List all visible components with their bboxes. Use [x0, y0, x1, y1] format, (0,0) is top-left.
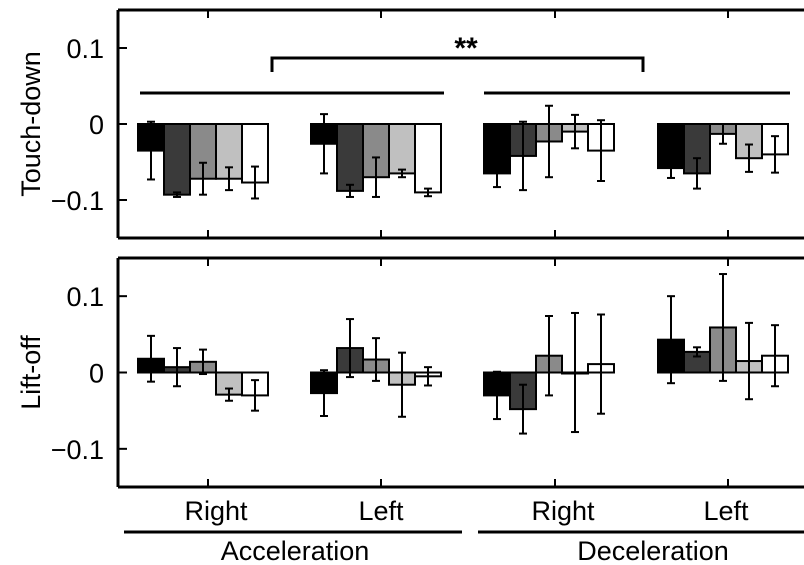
significance-bracket — [270, 56, 645, 72]
y-tick-label: 0.1 — [66, 282, 104, 312]
y-tick-label: 0 — [89, 110, 104, 140]
panels-layer: −0.1 0 0.1 Touch-down ** −0.1 0 0.1 Lift-off — [16, 8, 804, 489]
bar — [388, 123, 416, 175]
y-axis-label: Lift-off — [16, 335, 46, 410]
bar — [414, 123, 442, 194]
bar — [336, 123, 364, 192]
category-label-4: Left — [703, 496, 749, 526]
y-tick-label: −0.1 — [51, 186, 104, 216]
group-label-acceleration: Acceleration — [221, 536, 370, 565]
y-tick-label: −0.1 — [51, 435, 104, 465]
group-label-deceleration: Deceleration — [577, 536, 729, 565]
panel-2: −0.1 0 0.1 Lift-off — [16, 256, 804, 489]
y-tick-label: 0.1 — [66, 34, 104, 64]
group-axis: Right Left Right Left Acceleration Decel… — [124, 496, 804, 565]
category-label-1: Right — [184, 496, 248, 526]
category-label-3: Right — [531, 496, 595, 526]
y-tick-label: 0 — [89, 359, 104, 389]
category-label-2: Left — [358, 496, 404, 526]
bar — [163, 123, 191, 196]
y-axis-label: Touch-down — [16, 51, 46, 197]
panel-1: −0.1 0 0.1 Touch-down ** — [16, 8, 804, 240]
significance-label: ** — [454, 32, 478, 65]
